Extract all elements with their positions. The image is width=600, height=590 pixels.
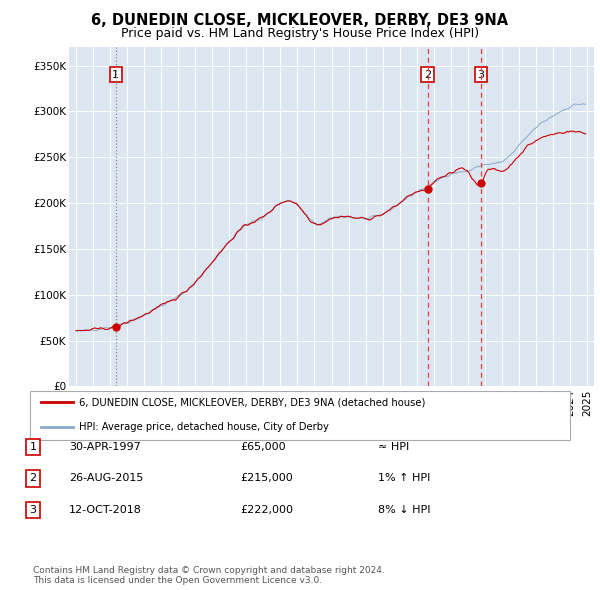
Text: ≈ HPI: ≈ HPI xyxy=(378,442,409,451)
Text: 6, DUNEDIN CLOSE, MICKLEOVER, DERBY, DE3 9NA (detached house): 6, DUNEDIN CLOSE, MICKLEOVER, DERBY, DE3… xyxy=(79,397,425,407)
Text: 1: 1 xyxy=(29,442,37,451)
Text: 8% ↓ HPI: 8% ↓ HPI xyxy=(378,505,431,514)
Text: 30-APR-1997: 30-APR-1997 xyxy=(69,442,141,451)
Text: Price paid vs. HM Land Registry's House Price Index (HPI): Price paid vs. HM Land Registry's House … xyxy=(121,27,479,40)
Text: 26-AUG-2015: 26-AUG-2015 xyxy=(69,474,143,483)
Text: HPI: Average price, detached house, City of Derby: HPI: Average price, detached house, City… xyxy=(79,422,328,432)
Text: £65,000: £65,000 xyxy=(240,442,286,451)
Text: £215,000: £215,000 xyxy=(240,474,293,483)
Text: 1: 1 xyxy=(112,70,119,80)
Text: 1% ↑ HPI: 1% ↑ HPI xyxy=(378,474,430,483)
Text: 2: 2 xyxy=(424,70,431,80)
Text: £222,000: £222,000 xyxy=(240,505,293,514)
Text: 3: 3 xyxy=(478,70,485,80)
Text: 3: 3 xyxy=(29,505,37,514)
Text: 6, DUNEDIN CLOSE, MICKLEOVER, DERBY, DE3 9NA: 6, DUNEDIN CLOSE, MICKLEOVER, DERBY, DE3… xyxy=(91,13,509,28)
Text: 12-OCT-2018: 12-OCT-2018 xyxy=(69,505,142,514)
Text: 2: 2 xyxy=(29,474,37,483)
Text: Contains HM Land Registry data © Crown copyright and database right 2024.
This d: Contains HM Land Registry data © Crown c… xyxy=(33,566,385,585)
